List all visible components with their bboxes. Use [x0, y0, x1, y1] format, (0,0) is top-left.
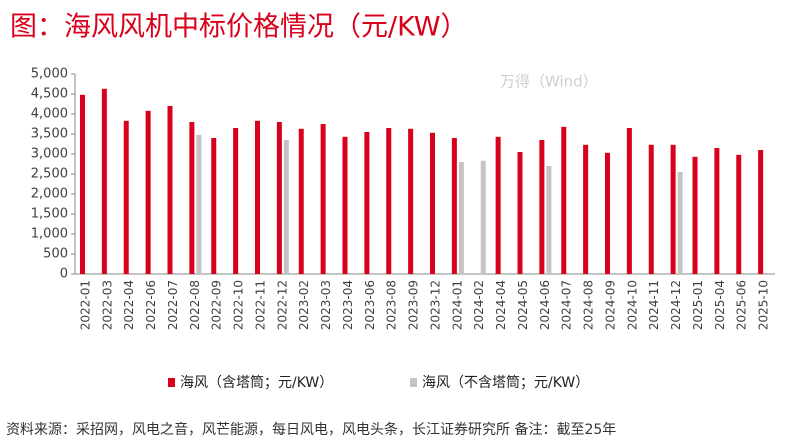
legend-swatch [410, 378, 417, 387]
x-tick-label: 2023-04 [341, 280, 355, 330]
bar [189, 122, 195, 274]
x-tick-label: 2022-08 [188, 280, 202, 330]
bar [692, 156, 698, 274]
bar [736, 154, 742, 274]
x-tick-label: 2024-11 [647, 280, 661, 330]
x-tick-label: 2022-10 [232, 280, 246, 330]
x-tick-label: 2024-07 [560, 280, 574, 330]
bar [364, 132, 370, 274]
bar [320, 124, 326, 274]
bar [255, 120, 260, 274]
x-tick-label: 2022-11 [253, 280, 267, 330]
bar [517, 152, 523, 274]
bar [546, 166, 552, 274]
bar [677, 172, 683, 274]
x-tick-label: 2023-08 [385, 280, 399, 330]
bar [458, 162, 464, 274]
legend-swatch [168, 378, 175, 387]
bar [196, 134, 202, 274]
x-tick-label: 2023-02 [297, 280, 311, 330]
y-tick-label: 1,000 [31, 227, 68, 242]
bar [283, 140, 289, 274]
x-tick-label: 2024-04 [494, 280, 508, 330]
bar [495, 136, 501, 274]
x-tick-label: 2023-03 [319, 280, 333, 330]
source-note: 资料来源：采招网，风电之音，风芒能源，每日风电，风电头条，长江证券研究所 备注：… [6, 421, 616, 438]
bar [626, 128, 632, 274]
y-tick-label: 2,000 [31, 187, 68, 202]
x-tick-label: 2022-07 [166, 280, 180, 330]
x-tick-label: 2024-09 [603, 280, 617, 330]
x-tick-label: 2024-01 [450, 280, 464, 330]
y-tick-label: 1,500 [31, 207, 68, 222]
bar [145, 110, 151, 274]
x-tick-label: 2023-12 [428, 280, 442, 330]
legend-label: 海风（不含塔筒；元/KW） [422, 374, 589, 391]
x-tick-label: 2023-09 [407, 280, 421, 330]
x-tick-label: 2024-08 [582, 280, 596, 330]
x-tick-label: 2025-10 [757, 280, 771, 330]
bar [276, 122, 282, 274]
bar [101, 88, 107, 274]
legend-label: 海风（含塔筒；元/KW） [180, 374, 333, 391]
x-tick-label: 2022-06 [144, 280, 158, 330]
x-tick-label: 2022-04 [122, 280, 136, 330]
bar [80, 94, 85, 274]
y-tick-label: 3,000 [31, 147, 68, 162]
bar [167, 106, 173, 274]
bar [648, 144, 654, 274]
x-tick-label: 2023-06 [363, 280, 377, 330]
bar [561, 126, 567, 274]
x-tick-label: 2025-06 [735, 280, 749, 330]
y-tick-label: 5,000 [31, 67, 68, 82]
x-tick-label: 2022-01 [78, 280, 92, 330]
x-tick-label: 2022-12 [275, 280, 289, 330]
bar [211, 138, 217, 274]
chart-title: 图：海风风机中标价格情况（元/KW） [10, 12, 468, 43]
y-tick-label: 2,500 [31, 167, 68, 182]
bar [233, 128, 239, 274]
bar [430, 132, 435, 274]
x-tick-label: 2022-03 [100, 280, 114, 330]
bar [386, 128, 392, 274]
bar [480, 160, 486, 274]
y-tick-label: 4,500 [31, 87, 68, 102]
bar [123, 120, 129, 274]
x-tick-label: 2025-04 [713, 280, 727, 330]
x-tick-label: 2024-02 [472, 280, 486, 330]
bar [670, 144, 676, 274]
x-tick-label: 2024-10 [625, 280, 639, 330]
x-tick-label: 2025-01 [691, 280, 705, 330]
y-tick-label: 0 [60, 267, 68, 282]
bar [758, 150, 764, 274]
x-tick-label: 2022-09 [210, 280, 224, 330]
x-tick-label: 2024-05 [516, 280, 530, 330]
y-tick-label: 3,500 [31, 127, 68, 142]
bar [298, 128, 304, 274]
y-tick-label: 500 [43, 247, 68, 262]
x-tick-label: 2024-06 [538, 280, 552, 330]
bar [451, 138, 457, 274]
bar [539, 140, 545, 274]
bar [408, 128, 414, 274]
bar [583, 144, 589, 274]
bar [605, 152, 610, 274]
x-tick-label: 2024-12 [669, 280, 683, 330]
watermark: 万得（Wind） [500, 73, 598, 91]
bar [342, 136, 348, 274]
bar [714, 148, 720, 274]
y-tick-label: 4,000 [31, 107, 68, 122]
